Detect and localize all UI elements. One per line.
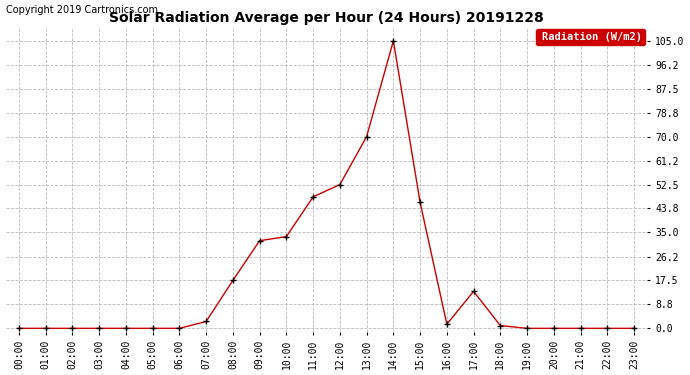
Title: Solar Radiation Average per Hour (24 Hours) 20191228: Solar Radiation Average per Hour (24 Hou…	[109, 10, 544, 24]
Text: Copyright 2019 Cartronics.com: Copyright 2019 Cartronics.com	[6, 5, 157, 15]
Legend: Radiation (W/m2): Radiation (W/m2)	[536, 29, 645, 45]
